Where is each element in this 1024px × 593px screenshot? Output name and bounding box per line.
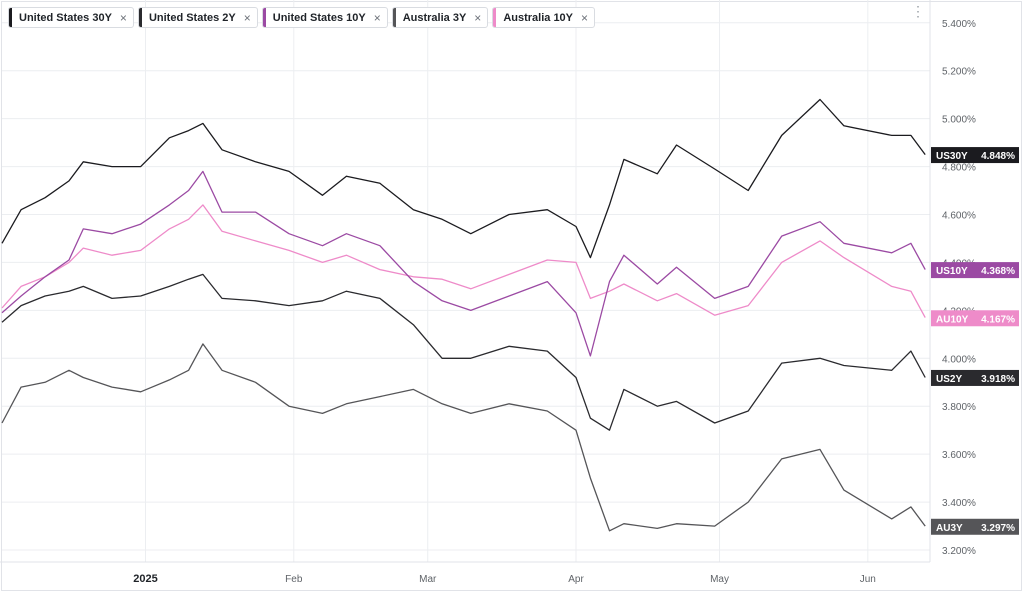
tag-series-code: US2Y	[936, 374, 962, 385]
legend-chip-us10y[interactable]: United States 10Y ×	[261, 7, 388, 28]
x-tick-label: Mar	[419, 574, 437, 585]
remove-series-icon[interactable]: ×	[474, 10, 482, 25]
last-value-tag-us2y: US2Y 3.918%	[931, 369, 1019, 386]
tag-series-code: AU10Y	[936, 314, 969, 325]
legend-chip-au3y[interactable]: Australia 3Y ×	[391, 7, 489, 28]
chart-menu-icon[interactable]: ⋮	[911, 3, 925, 19]
legend-label-us30y: United States 30Y	[19, 11, 112, 24]
remove-series-icon[interactable]: ×	[581, 10, 589, 25]
legend-chip-us2y[interactable]: United States 2Y ×	[137, 7, 258, 28]
tag-last-value: 3.918%	[981, 374, 1015, 385]
legend-label-us2y: United States 2Y	[148, 11, 236, 24]
y-tick-label: 4.000%	[942, 354, 976, 365]
series-line-us30y	[1, 98, 926, 259]
tag-last-value: 3.297%	[981, 523, 1015, 534]
tag-background	[931, 262, 1019, 279]
series-line-us2y	[1, 273, 926, 431]
legend-swatch-us30y	[9, 8, 12, 27]
y-tick-label: 5.200%	[942, 67, 976, 78]
last-value-tags: US30Y 4.848% US2Y 3.918% US10Y 4.368% AU3Y 3.29…	[931, 147, 1019, 535]
tag-background	[931, 147, 1019, 164]
legend-chip-au10y[interactable]: Australia 10Y ×	[492, 7, 596, 28]
legend-label-au10y: Australia 10Y	[503, 11, 574, 24]
legend-swatch-us2y	[138, 8, 142, 27]
tag-last-value: 4.167%	[981, 314, 1015, 325]
x-tick-label: May	[710, 574, 729, 585]
tag-last-value: 4.368%	[981, 266, 1015, 277]
y-tick-label: 5.000%	[942, 115, 976, 126]
x-tick-label: Apr	[568, 574, 584, 585]
remove-series-icon[interactable]: ×	[119, 10, 127, 25]
y-axis: 5.400%5.200%5.000%4.800%4.600%4.400%4.20…	[929, 0, 976, 562]
last-value-tag-au3y: AU3Y 3.297%	[931, 518, 1019, 535]
legend-swatch-au10y	[493, 8, 497, 27]
x-axis: 2025 Feb Mar Apr May Jun	[0, 561, 930, 585]
x-tick-label: Feb	[285, 574, 303, 585]
y-tick-label: 3.600%	[942, 450, 976, 461]
last-value-tag-us30y: US30Y 4.848%	[931, 147, 1019, 164]
y-tick-label: 5.400%	[942, 19, 976, 30]
last-value-tag-us10y: US10Y 4.368%	[931, 262, 1019, 279]
legend-swatch-us10y	[262, 8, 266, 27]
tag-background	[931, 369, 1019, 386]
legend-label-au3y: Australia 3Y	[402, 11, 467, 24]
series-line-us10y	[1, 170, 926, 357]
legend-swatch-au3y	[392, 8, 396, 27]
tag-background	[931, 518, 1019, 535]
tag-series-code: US10Y	[936, 266, 968, 277]
y-tick-label: 3.800%	[942, 402, 976, 413]
remove-series-icon[interactable]: ×	[243, 10, 251, 25]
series-line-au3y	[1, 343, 926, 532]
legend-chip-us30y[interactable]: United States 30Y ×	[8, 7, 134, 28]
y-tick-label: 4.600%	[942, 211, 976, 222]
x-tick-label: Jun	[860, 574, 876, 585]
grid-lines	[2, 0, 930, 562]
remove-series-icon[interactable]: ×	[373, 10, 381, 25]
tag-series-code: AU3Y	[936, 523, 963, 534]
x-tick-label: 2025	[133, 573, 157, 585]
series-legend: United States 30Y × United States 2Y × U…	[8, 7, 596, 28]
y-tick-label: 4.800%	[942, 163, 976, 174]
tag-background	[931, 310, 1019, 327]
tag-series-code: US30Y	[936, 151, 968, 162]
last-value-tag-au10y: AU10Y 4.167%	[931, 310, 1019, 327]
tag-last-value: 4.848%	[981, 151, 1015, 162]
legend-label-us10y: United States 10Y	[272, 11, 366, 24]
series-layer	[1, 98, 926, 532]
y-tick-label: 3.400%	[942, 498, 976, 509]
series-line-au10y	[1, 204, 926, 318]
y-tick-label: 3.200%	[942, 546, 976, 557]
